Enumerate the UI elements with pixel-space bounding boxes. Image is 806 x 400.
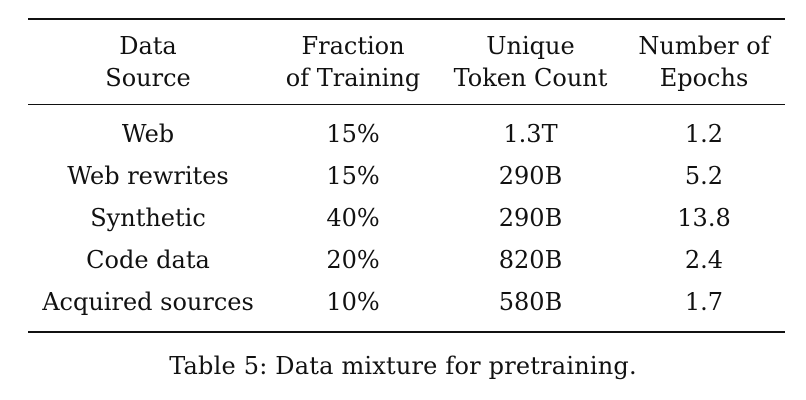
cell-epochs: 1.7 — [684, 288, 724, 316]
cell-fraction: 15% — [326, 120, 380, 148]
table-row: Synthetic 40% 290B 13.8 — [28, 197, 785, 239]
header-line: Number of — [638, 32, 770, 60]
table-row: Code data 20% 820B 2.4 — [28, 239, 785, 281]
cell-data-source: Acquired sources — [42, 288, 254, 316]
header-line: Source — [105, 64, 191, 92]
cell-epochs: 5.2 — [684, 162, 724, 190]
table-body: Web 15% 1.3T 1.2 Web rewrites 15% 290B 5… — [28, 105, 785, 331]
header-number-of-epochs: Number of Epochs — [623, 20, 785, 104]
header-line: Fraction — [301, 32, 405, 60]
cell-fraction: 10% — [326, 288, 380, 316]
header-data-source: Data Source — [28, 20, 268, 104]
cell-epochs: 1.2 — [684, 120, 724, 148]
cell-token-count: 290B — [498, 204, 563, 232]
cell-epochs: 13.8 — [677, 204, 731, 232]
header-line: Token Count — [453, 64, 608, 92]
cell-token-count: 580B — [498, 288, 563, 316]
header-line: Data — [119, 32, 177, 60]
cell-data-source: Web rewrites — [67, 162, 229, 190]
header-line: Unique — [486, 32, 575, 60]
cell-fraction: 40% — [326, 204, 380, 232]
cell-data-source: Web — [121, 120, 175, 148]
cell-data-source: Code data — [86, 246, 210, 274]
data-mixture-table: Data Source Fraction of Training Unique … — [28, 18, 785, 333]
cell-token-count: 1.3T — [503, 120, 558, 148]
table-caption: Table 5: Data mixture for pretraining. — [169, 352, 637, 380]
bottom-rule — [28, 331, 785, 333]
cell-token-count: 290B — [498, 162, 563, 190]
header-unique-token-count: Unique Token Count — [438, 20, 623, 104]
cell-token-count: 820B — [498, 246, 563, 274]
header-fraction-of-training: Fraction of Training — [268, 20, 438, 104]
cell-data-source: Synthetic — [90, 204, 206, 232]
header-rule — [28, 104, 785, 105]
header-line: Epochs — [659, 64, 749, 92]
table-header: Data Source Fraction of Training Unique … — [28, 20, 785, 104]
table-row: Web 15% 1.3T 1.2 — [28, 113, 785, 155]
cell-fraction: 20% — [326, 246, 380, 274]
header-line: of Training — [285, 64, 421, 92]
top-rule — [28, 18, 785, 20]
table-row: Web rewrites 15% 290B 5.2 — [28, 155, 785, 197]
cell-epochs: 2.4 — [684, 246, 724, 274]
table-row: Acquired sources 10% 580B 1.7 — [28, 281, 785, 323]
cell-fraction: 15% — [326, 162, 380, 190]
